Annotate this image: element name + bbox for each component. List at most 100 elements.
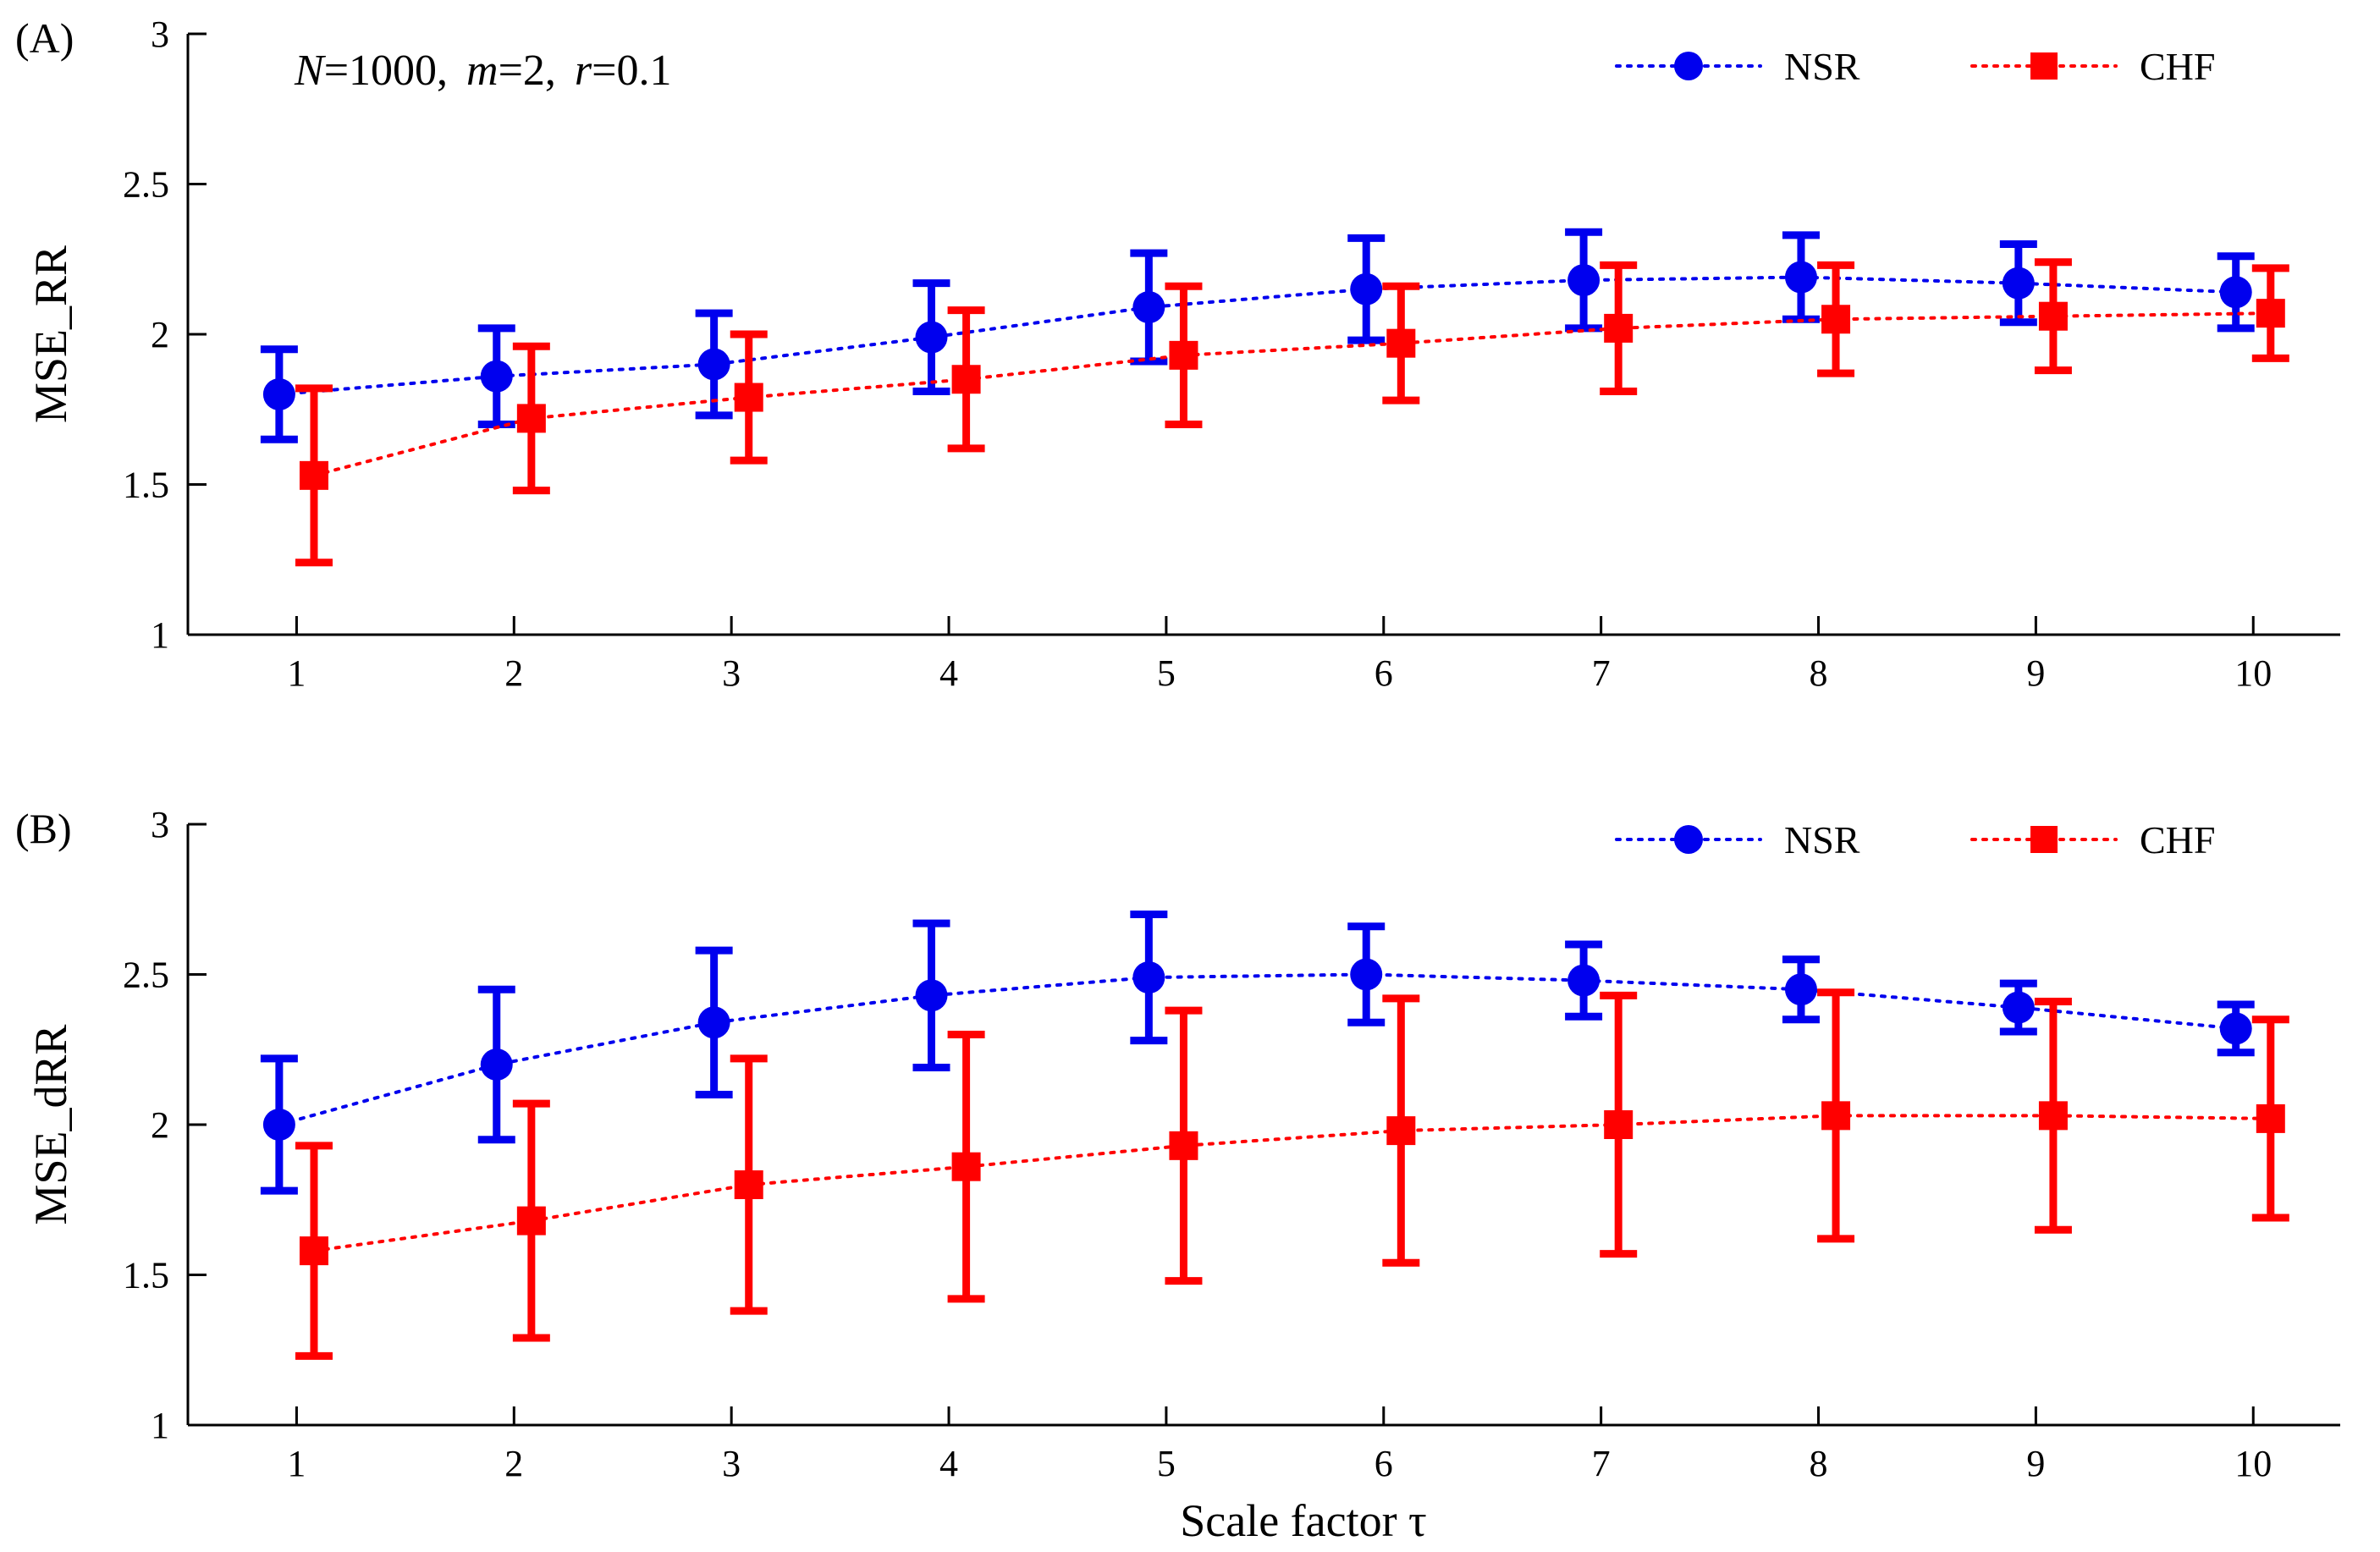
x-tick-label: 9	[2026, 1443, 2045, 1484]
data-point-chf	[1821, 305, 1851, 334]
legend-entry-chf: CHF	[1970, 818, 2215, 861]
y-axis-title: MSE_dRR	[25, 1024, 76, 1225]
data-point-chf	[516, 404, 546, 433]
x-tick-label: 3	[722, 652, 741, 694]
data-point-nsr	[2002, 991, 2035, 1024]
x-tick-label: 8	[1810, 652, 1828, 694]
panel-label: (A)	[15, 14, 74, 62]
x-tick-label: 4	[939, 652, 958, 694]
legend-marker	[2030, 826, 2058, 853]
y-tick-label: 1	[151, 614, 169, 656]
x-tick-label: 7	[1592, 1443, 1611, 1484]
series-line-chf	[311, 311, 2273, 477]
legend-marker	[1674, 52, 1703, 80]
param-m-value: =2,	[499, 47, 556, 95]
x-tick-label: 2	[504, 1443, 523, 1484]
series-line-nsr	[277, 275, 2238, 396]
data-point-chf	[2038, 301, 2068, 331]
data-point-chf	[299, 1236, 328, 1266]
series-line-chf	[311, 1114, 2273, 1253]
series-line-nsr	[277, 972, 2238, 1126]
legend-entry-chf: CHF	[1970, 45, 2215, 88]
y-tick-label: 1.5	[123, 1255, 169, 1296]
param-n-value: =1000,	[324, 47, 448, 95]
data-point-nsr	[480, 1048, 513, 1081]
y-tick-label: 2	[151, 314, 169, 355]
x-tick-label: 10	[2234, 1443, 2272, 1484]
x-tick-label: 3	[722, 1443, 741, 1484]
legend-label: NSR	[1784, 45, 1860, 88]
x-tick-label: 2	[504, 652, 523, 694]
data-point-nsr	[1784, 973, 1817, 1006]
data-point-chf	[734, 382, 763, 412]
panel-label: (B)	[15, 805, 72, 852]
y-tick-label: 3	[151, 14, 169, 55]
x-tick-label: 6	[1375, 1443, 1393, 1484]
data-point-chf	[1604, 1110, 1633, 1139]
y-tick-label: 2.5	[123, 164, 169, 206]
y-axis-title: MSE_RR	[25, 245, 76, 423]
param-r-value: =0.1	[592, 47, 671, 95]
legend-marker	[1674, 825, 1703, 854]
data-point-chf	[1604, 313, 1633, 343]
data-point-nsr	[915, 979, 948, 1012]
legend-label: CHF	[2140, 818, 2215, 861]
data-point-nsr	[2219, 1012, 2252, 1045]
data-point-nsr	[1350, 272, 1383, 305]
data-point-chf	[1386, 1116, 1416, 1146]
data-point-nsr	[1350, 958, 1383, 991]
data-point-nsr	[697, 348, 730, 381]
x-tick-label: 6	[1375, 652, 1393, 694]
data-point-chf	[2038, 1101, 2068, 1131]
data-point-nsr	[262, 378, 295, 410]
panel-a: 1 1.5 2 2.5 3 1 2 3 4 5 6 7 8 9 10 (A) MSE_RR NSR CHF	[15, 14, 2340, 694]
data-point-nsr	[2002, 267, 2035, 300]
data-point-nsr	[262, 1109, 295, 1141]
y-tick-label: 2.5	[123, 955, 169, 996]
legend-entry-nsr: NSR	[1615, 818, 1860, 861]
param-m-symbol: m	[466, 47, 499, 95]
x-tick-label: 7	[1592, 652, 1611, 694]
data-point-nsr	[480, 360, 513, 393]
data-point-nsr	[915, 321, 948, 354]
y-tick-label: 3	[151, 804, 169, 845]
data-point-chf	[1386, 328, 1416, 358]
x-tick-label: 1	[287, 1443, 306, 1484]
y-tick-label: 1	[151, 1405, 169, 1446]
data-point-chf	[2256, 1103, 2285, 1133]
x-axis-title: Scale factor τ	[1180, 1495, 1427, 1546]
data-point-chf	[734, 1170, 763, 1199]
x-tick-label: 5	[1157, 652, 1176, 694]
x-tick-label: 9	[2026, 652, 2045, 694]
x-tick-label: 10	[2234, 652, 2272, 694]
data-point-nsr	[697, 1006, 730, 1039]
data-point-chf	[951, 365, 981, 394]
legend-entry-nsr: NSR	[1615, 45, 1860, 88]
panel-b: 1 1.5 2 2.5 3 1 2 3 4 5 6 7 8 9 10 (B) MSE_dRR NSR CHF	[15, 804, 2340, 1484]
x-tick-label: 4	[939, 1443, 958, 1484]
legend-marker	[2030, 52, 2058, 80]
data-point-chf	[299, 460, 328, 490]
y-tick-label: 2	[151, 1104, 169, 1146]
data-point-nsr	[1567, 264, 1600, 297]
x-tick-label: 5	[1157, 1443, 1176, 1484]
legend-label: NSR	[1784, 818, 1860, 861]
data-point-chf	[1821, 1101, 1851, 1131]
x-tick-label: 1	[287, 652, 306, 694]
data-point-chf	[516, 1206, 546, 1236]
data-point-chf	[2256, 299, 2285, 328]
data-point-nsr	[2219, 276, 2252, 309]
data-point-chf	[951, 1152, 981, 1181]
data-point-chf	[1169, 1131, 1198, 1160]
parameter-annotation: N=1000, m=2, r=0.1	[294, 47, 671, 95]
data-point-nsr	[1132, 961, 1165, 994]
legend-label: CHF	[2140, 45, 2215, 88]
param-r-symbol: r	[575, 47, 592, 95]
data-point-nsr	[1784, 261, 1817, 294]
x-tick-label: 8	[1810, 1443, 1828, 1484]
param-n-symbol: N	[294, 47, 327, 95]
y-tick-label: 1.5	[123, 465, 169, 506]
data-point-nsr	[1567, 964, 1600, 997]
data-point-nsr	[1132, 291, 1165, 324]
